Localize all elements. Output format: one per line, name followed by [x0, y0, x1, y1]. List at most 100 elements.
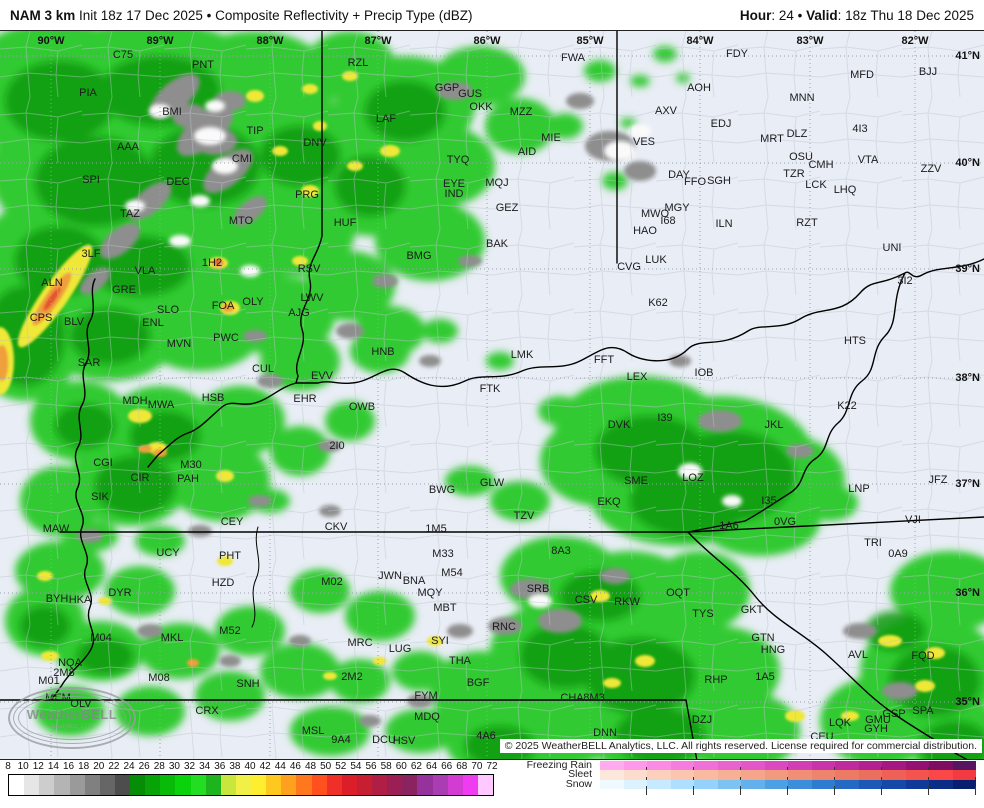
dbz-color-cell — [175, 775, 191, 795]
dbz-tick-label: 48 — [304, 761, 317, 772]
valid-time: Hour: 24 • Valid: 18z Thu 18 Dec 2025 — [740, 8, 974, 23]
dbz-tick-label: 44 — [274, 761, 286, 772]
dbz-tick-label: 40 — [244, 761, 256, 772]
ptype-colorbar — [600, 761, 976, 771]
dbz-color-cell — [99, 775, 115, 795]
ptype-color-cell — [741, 761, 765, 771]
ptype-color-cell — [811, 761, 835, 771]
ptype-color-cell — [929, 770, 953, 780]
ptype-color-cell — [647, 761, 671, 771]
ptype-color-cell — [788, 770, 812, 780]
ptype-colorbar — [600, 770, 976, 781]
ptype-color-cell — [905, 779, 929, 790]
ptype-row-label: Sleet — [568, 768, 592, 781]
ptype-color-cell — [717, 761, 741, 771]
dbz-tick-label: 32 — [183, 761, 196, 772]
ohio-river — [147, 258, 984, 468]
mississippi-river — [51, 278, 96, 700]
ptype-color-cell — [600, 779, 624, 790]
dbz-tick-label: 46 — [289, 761, 301, 772]
dbz-tick-label: 64 — [425, 761, 438, 772]
dbz-tick-label: 16 — [62, 761, 75, 772]
model-name: NAM 3 km — [10, 7, 76, 23]
ptype-color-cell — [882, 761, 906, 771]
dbz-color-cell — [24, 775, 40, 795]
ptype-color-cell — [764, 770, 788, 780]
ptype-color-cell — [811, 770, 835, 780]
dbz-color-cell — [432, 775, 448, 795]
dbz-color-cell — [84, 775, 100, 795]
dbz-color-cell — [205, 775, 221, 795]
dbz-color-cell — [235, 775, 251, 795]
logo-text: WeatherBELL — [26, 707, 118, 722]
ptype-colorbar — [600, 779, 976, 790]
ptype-color-cell — [764, 779, 788, 790]
ptype-color-cell — [670, 770, 694, 780]
logo-ring — [8, 687, 136, 749]
dbz-tick-label: 20 — [93, 761, 105, 772]
ptype-color-cell — [647, 779, 671, 790]
ptype-color-cell — [741, 779, 765, 790]
dbz-tick-label: 10 — [17, 761, 29, 772]
ptype-axis-ticks — [600, 789, 976, 796]
ptype-color-cell — [717, 779, 741, 790]
tn-nc-border — [687, 531, 968, 759]
dbz-tick-label: 56 — [365, 761, 377, 772]
dbz-tick-label: 42 — [259, 761, 271, 772]
dbz-tick-label: 38 — [229, 761, 241, 772]
copyright-text: © 2025 WeatherBELL Analytics, LLC. All r… — [499, 739, 982, 753]
ptype-color-cell — [788, 761, 812, 771]
ptype-color-cell — [694, 761, 718, 771]
ptype-color-cell — [835, 770, 859, 780]
logo-subtext: Analytics, LLC — [51, 723, 93, 730]
dbz-tick-label: 58 — [380, 761, 392, 772]
hour-value: : 24 • — [771, 7, 807, 23]
dbz-color-cell — [160, 775, 176, 795]
dbz-color-cell — [341, 775, 357, 795]
dbz-color-cell — [387, 775, 403, 795]
ptype-color-cell — [835, 779, 859, 790]
ptype-color-cell — [623, 779, 647, 790]
ptype-color-cell — [858, 770, 882, 780]
ptype-color-cell — [882, 770, 906, 780]
header: NAM 3 km Init 18z 17 Dec 2025 • Composit… — [0, 0, 984, 30]
ky-va-border — [687, 272, 906, 533]
ptype-color-cell — [764, 761, 788, 771]
ptype-row: Snow — [500, 778, 978, 790]
ptype-color-cell — [600, 761, 624, 771]
dbz-tick-label: 24 — [123, 761, 135, 772]
ptype-color-cell — [623, 761, 647, 771]
tennessee-river — [251, 526, 260, 628]
dbz-tick-label: 22 — [108, 761, 120, 772]
ptype-color-cell — [694, 770, 718, 780]
dbz-tick-label: 8 — [5, 761, 11, 772]
ptype-color-cell — [858, 779, 882, 790]
ptype-color-cell — [647, 770, 671, 780]
ptype-row: Sleet — [500, 768, 978, 781]
ptype-color-cell — [952, 761, 976, 771]
dbz-color-cell — [372, 775, 388, 795]
dbz-tick-label: 26 — [138, 761, 150, 772]
dbz-color-cell — [326, 775, 342, 795]
logo-ring — [18, 696, 126, 740]
dbz-tick-label: 36 — [214, 761, 226, 772]
dbz-tick-label: 14 — [47, 761, 59, 772]
dbz-scale-ticks: 8 10 12 14 16 18 20 22 24 26 28 30 32 34 36 38 40 42 44 46 4… — [5, 761, 497, 773]
weatherbell-logo: WeatherBELL Analytics, LLC — [8, 687, 136, 749]
dbz-color-cell — [251, 775, 267, 795]
dbz-color-cell — [417, 775, 433, 795]
ptype-color-cell — [882, 779, 906, 790]
dbz-tick-label: 52 — [335, 761, 347, 772]
dbz-color-cell — [39, 775, 55, 795]
map-canvas: C75 PNT PIA BMI TIP DNV AAA CMI SPI DEC PRG TAZ MTO 3… — [0, 30, 984, 760]
dbz-color-cell — [447, 775, 463, 795]
dbz-color-cell — [356, 775, 372, 795]
radar-map-graphic — [0, 31, 984, 759]
dbz-color-cell — [311, 775, 327, 795]
dbz-color-cell — [69, 775, 85, 795]
ptype-color-cell — [952, 779, 976, 790]
dbz-tick-label: 72 — [486, 761, 498, 772]
dbz-tick-label: 68 — [456, 761, 468, 772]
valid-value: : 18z Thu 18 Dec 2025 — [837, 7, 974, 23]
